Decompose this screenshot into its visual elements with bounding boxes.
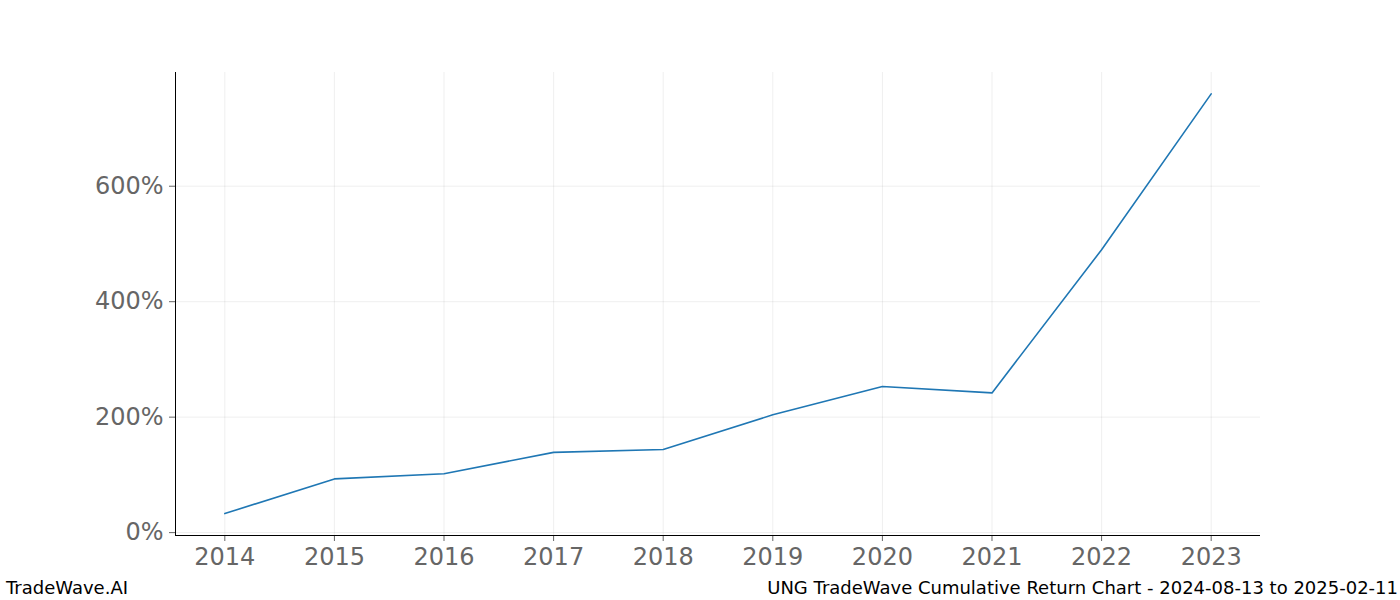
svg-text:2018: 2018 (633, 543, 694, 571)
html-text:UNG TradeWave Cumulative Retur: UNG TradeWave Cumulative Return Chart - … (767, 577, 1398, 598)
html-text:TradeWave.AI: TradeWave.AI (6, 577, 128, 598)
svg-text:2021: 2021 (961, 543, 1022, 571)
svg-text:2017: 2017 (523, 543, 584, 571)
svg-text:600%: 600% (95, 172, 164, 200)
svg-text:2014: 2014 (194, 543, 255, 571)
svg-text:2019: 2019 (742, 543, 803, 571)
svg-text:2015: 2015 (304, 543, 365, 571)
svg-text:2016: 2016 (413, 543, 474, 571)
svg-text:2022: 2022 (1071, 543, 1132, 571)
svg-text:0%: 0% (125, 518, 163, 546)
svg-text:2020: 2020 (852, 543, 913, 571)
svg-text:200%: 200% (95, 403, 164, 431)
svg-text:2023: 2023 (1181, 543, 1242, 571)
svg-text:400%: 400% (95, 287, 164, 315)
